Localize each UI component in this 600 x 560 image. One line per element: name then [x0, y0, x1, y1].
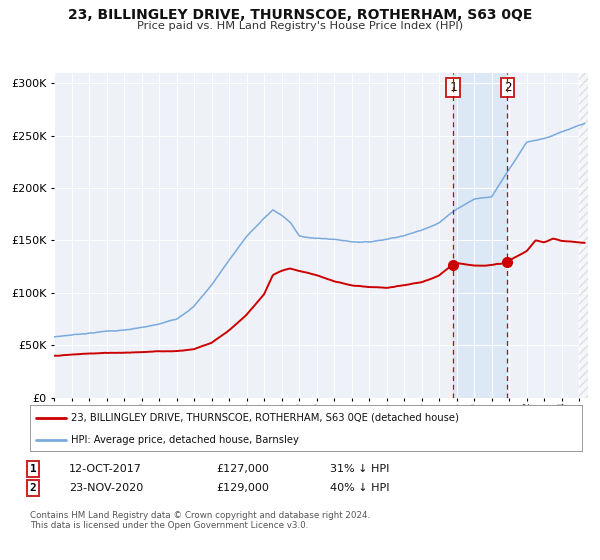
Bar: [453, 73, 508, 398]
Text: £127,000: £127,000: [216, 464, 269, 474]
Text: 2: 2: [504, 81, 511, 94]
Text: Price paid vs. HM Land Registry's House Price Index (HPI): Price paid vs. HM Land Registry's House …: [137, 21, 463, 31]
Text: 1: 1: [29, 464, 37, 474]
Text: 40% ↓ HPI: 40% ↓ HPI: [330, 483, 389, 493]
Text: Contains HM Land Registry data © Crown copyright and database right 2024.
This d: Contains HM Land Registry data © Crown c…: [30, 511, 370, 530]
Text: 23, BILLINGLEY DRIVE, THURNSCOE, ROTHERHAM, S63 0QE: 23, BILLINGLEY DRIVE, THURNSCOE, ROTHERH…: [68, 8, 532, 22]
Text: HPI: Average price, detached house, Barnsley: HPI: Average price, detached house, Barn…: [71, 435, 299, 445]
Text: 12-OCT-2017: 12-OCT-2017: [69, 464, 142, 474]
Bar: [579, 73, 588, 398]
Text: 1: 1: [449, 81, 457, 94]
Text: 2: 2: [29, 483, 37, 493]
Text: 23, BILLINGLEY DRIVE, THURNSCOE, ROTHERHAM, S63 0QE (detached house): 23, BILLINGLEY DRIVE, THURNSCOE, ROTHERH…: [71, 413, 459, 423]
Text: £129,000: £129,000: [216, 483, 269, 493]
Text: 23-NOV-2020: 23-NOV-2020: [69, 483, 143, 493]
Text: 31% ↓ HPI: 31% ↓ HPI: [330, 464, 389, 474]
